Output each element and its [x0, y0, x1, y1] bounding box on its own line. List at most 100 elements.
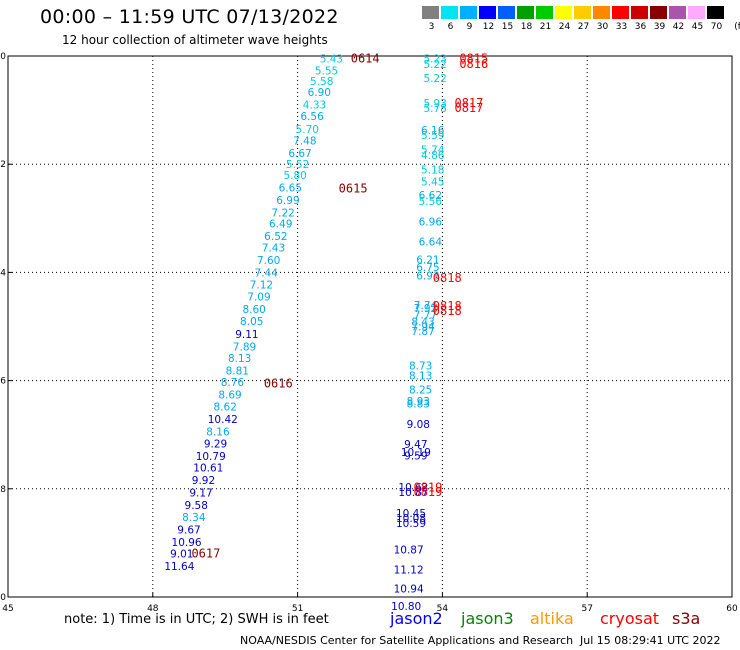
- y-tick-label: -32: [0, 160, 6, 170]
- wave-height-label: 8.60: [242, 304, 265, 316]
- y-tick-label: -36: [0, 377, 6, 387]
- color-label: 6: [447, 22, 454, 32]
- wave-height-label: 5.23: [423, 54, 446, 66]
- wave-height-label: 9.08: [407, 419, 430, 431]
- wave-height-label: 9.17: [189, 488, 212, 500]
- color-swatch: [650, 6, 667, 19]
- wave-height-label: 10.42: [208, 414, 238, 426]
- wave-height-label: 6.65: [279, 182, 302, 194]
- satellite-label-s3a: s3a: [672, 609, 701, 628]
- wave-height-label: 4.86: [421, 150, 445, 162]
- wave-height-label: 6.90: [308, 87, 331, 99]
- color-label: 12: [482, 22, 495, 32]
- wave-height-label: 9.01: [170, 549, 193, 561]
- wave-height-label: 5.56: [419, 196, 443, 208]
- wave-height-label: 9.92: [192, 475, 215, 487]
- color-swatch: [555, 6, 572, 19]
- wave-height-label: 5.43: [320, 54, 343, 66]
- wave-height-label: 10.96: [172, 537, 202, 549]
- wave-height-label: 8.81: [226, 365, 249, 377]
- wave-height-label: 8.83: [407, 398, 430, 410]
- wave-height-label: 10.87: [394, 544, 424, 556]
- wave-height-label: 10.08: [396, 513, 426, 525]
- wave-height-label: 6.56: [300, 111, 324, 123]
- wave-height-label: 6.21: [416, 254, 439, 266]
- color-unit: (ft): [734, 22, 740, 32]
- color-swatch: [498, 6, 515, 19]
- time-label: 0815: [459, 52, 488, 66]
- x-tick-label: 51: [292, 604, 303, 614]
- wave-height-label: 10.62: [398, 482, 428, 494]
- x-tick-label: 57: [581, 604, 592, 614]
- wave-height-label: 5.18: [421, 165, 444, 177]
- wave-height-label: 8.05: [240, 316, 263, 328]
- wave-height-label: 5.59: [421, 130, 444, 142]
- color-swatch: [612, 6, 629, 19]
- wave-height-label: 5.80: [283, 170, 306, 182]
- wave-height-label: 8.34: [182, 512, 206, 524]
- color-label: 27: [577, 22, 590, 32]
- time-label: 0617: [191, 547, 220, 561]
- wave-height-label: 7.87: [411, 326, 434, 338]
- wave-height-label: 6.75: [416, 262, 439, 274]
- satellite-label-jason3: jason3: [461, 609, 514, 628]
- wave-height-label: 11.12: [394, 564, 424, 576]
- wave-height-label: 5.70: [296, 124, 319, 136]
- wave-height-label: 5.22: [423, 73, 446, 85]
- wave-height-label: 9.11: [235, 329, 258, 341]
- wave-height-label: 9.67: [177, 524, 200, 536]
- x-tick-label: 60: [726, 604, 738, 614]
- wave-height-label: 7.92: [414, 303, 437, 315]
- wave-height-label: 8.62: [214, 402, 237, 414]
- wave-height-label: 6.64: [419, 237, 443, 249]
- wave-height-label: 4.33: [303, 100, 326, 112]
- color-swatch: [536, 6, 553, 19]
- time-label: 0817: [454, 96, 483, 110]
- wave-height-label: 5.58: [310, 76, 333, 88]
- wave-height-label: 10.45: [396, 508, 426, 520]
- wave-height-label: 7.77: [414, 310, 437, 322]
- color-swatch: [669, 6, 686, 19]
- time-label: 0817: [454, 101, 483, 115]
- color-swatch: [631, 6, 648, 19]
- wave-height-label: 6.96: [419, 217, 443, 229]
- wave-height-label: 10.80: [391, 601, 421, 613]
- time-label: 0818: [433, 299, 462, 313]
- color-swatch: [574, 6, 591, 19]
- wave-height-label: 6.67: [288, 148, 311, 160]
- wave-height-label: 5.55: [315, 66, 338, 78]
- color-swatch: [688, 6, 705, 19]
- y-tick-label: -34: [0, 268, 6, 278]
- color-label: 24: [558, 22, 571, 32]
- color-swatch: [707, 6, 724, 19]
- wave-height-label: 10.61: [193, 463, 223, 475]
- generated-timestamp: Jul 15 08:29:41 UTC 2022: [580, 634, 721, 647]
- wave-height-label: 9.59: [404, 450, 427, 462]
- wave-height-label: 10.59: [396, 518, 426, 530]
- wave-height-label: 10.19: [401, 447, 431, 459]
- wave-height-label: 6.52: [264, 231, 287, 243]
- wave-height-label: 9.47: [404, 439, 427, 451]
- wave-height-label: 5.74: [421, 145, 445, 157]
- y-tick-label: -38: [0, 485, 6, 495]
- chart-title: 00:00 – 11:59 UTC 07/13/2022: [40, 6, 339, 28]
- time-label: 0818: [433, 271, 462, 285]
- color-label: 21: [539, 22, 552, 32]
- wave-height-label: 7.48: [293, 135, 316, 147]
- wave-height-label: 7.94: [411, 322, 435, 334]
- time-label: 0819: [413, 485, 442, 499]
- color-label: 18: [520, 22, 533, 32]
- wave-height-label: 8.43: [411, 317, 434, 329]
- plot-frame: [7, 55, 733, 598]
- wave-height-label: 10.87: [398, 487, 428, 499]
- wave-height-label: 5.93: [423, 98, 446, 110]
- color-label: 3: [428, 22, 435, 32]
- x-tick-label: 48: [147, 604, 159, 614]
- wave-height-label: 8.25: [409, 384, 432, 396]
- color-swatch: [517, 6, 534, 19]
- color-label: 70: [710, 22, 723, 32]
- color-label: 33: [615, 22, 628, 32]
- credit-line: NOAA/NESDIS Center for Satellite Applica…: [240, 634, 574, 647]
- color-label: 39: [653, 22, 666, 32]
